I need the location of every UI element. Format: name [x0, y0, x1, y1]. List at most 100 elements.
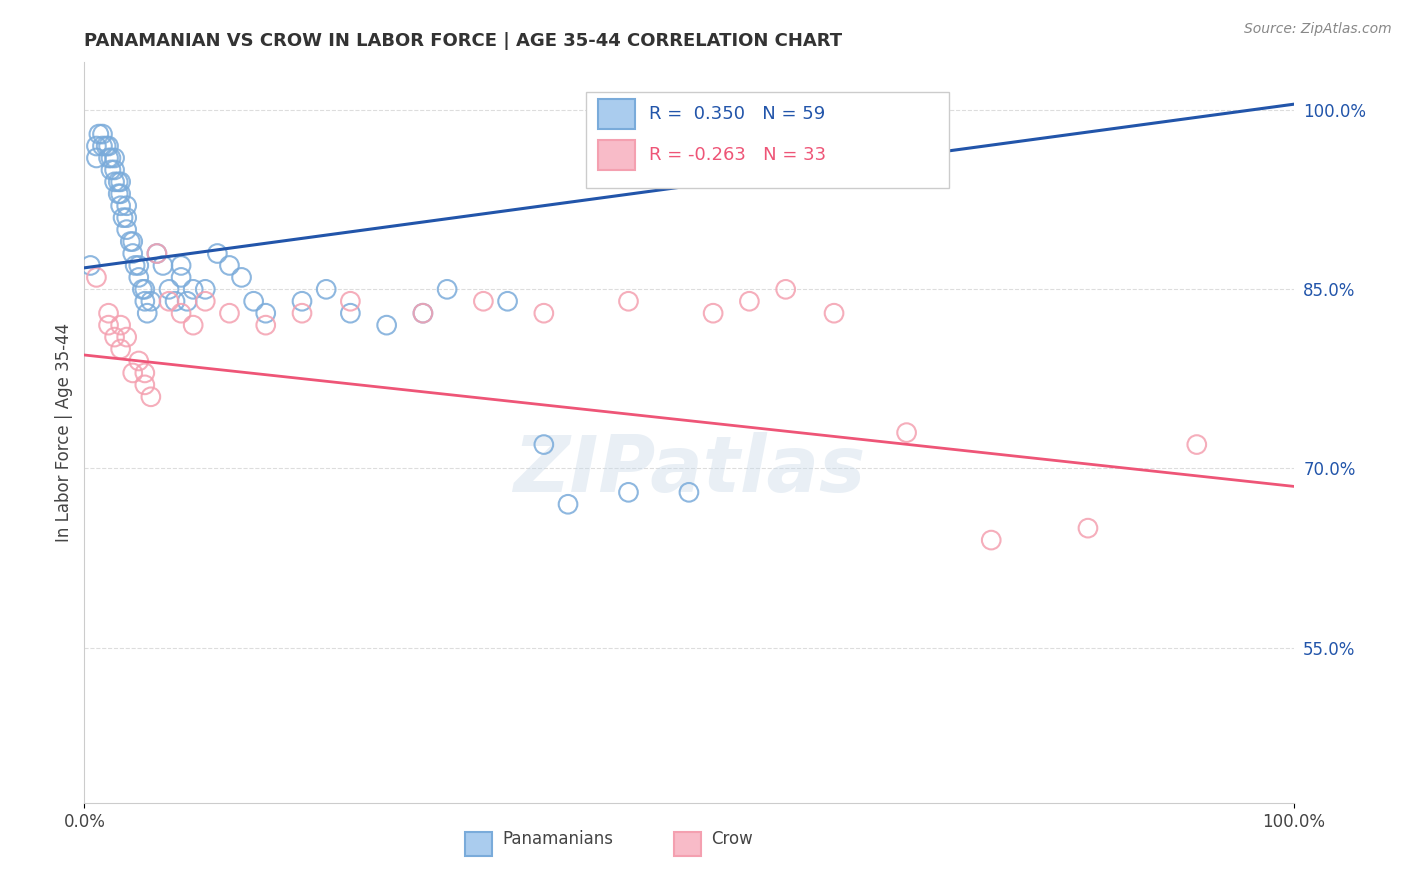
Point — [128, 354, 150, 368]
Text: Crow: Crow — [710, 830, 752, 848]
Point — [472, 294, 495, 309]
Text: R = -0.263   N = 33: R = -0.263 N = 33 — [650, 146, 827, 164]
Point — [617, 485, 640, 500]
Point — [231, 270, 253, 285]
Point — [121, 246, 143, 260]
FancyBboxPatch shape — [465, 832, 492, 856]
Point — [97, 151, 120, 165]
Point — [121, 366, 143, 380]
Point — [181, 318, 204, 333]
Point — [86, 151, 108, 165]
Point — [254, 306, 277, 320]
Y-axis label: In Labor Force | Age 35-44: In Labor Force | Age 35-44 — [55, 323, 73, 542]
Point — [87, 127, 110, 141]
Point — [146, 246, 169, 260]
Point — [124, 259, 146, 273]
Point — [170, 306, 193, 320]
Point — [134, 377, 156, 392]
Point — [91, 127, 114, 141]
Point — [107, 175, 129, 189]
Point — [291, 294, 314, 309]
FancyBboxPatch shape — [586, 92, 949, 188]
Point — [134, 366, 156, 380]
Point — [104, 175, 127, 189]
Point — [97, 306, 120, 320]
Point — [115, 211, 138, 225]
Text: Panamanians: Panamanians — [503, 830, 614, 848]
Point — [110, 199, 132, 213]
Text: ZIPatlas: ZIPatlas — [513, 432, 865, 508]
Point — [97, 139, 120, 153]
Point — [86, 270, 108, 285]
Point — [557, 497, 579, 511]
Point — [121, 235, 143, 249]
Point — [533, 437, 555, 451]
Point — [86, 139, 108, 153]
Point — [496, 294, 519, 309]
Point — [110, 186, 132, 201]
Point — [100, 151, 122, 165]
Point — [412, 306, 434, 320]
Point — [1077, 521, 1099, 535]
Point — [104, 330, 127, 344]
Point — [139, 294, 162, 309]
Point — [339, 294, 361, 309]
Point — [157, 282, 180, 296]
Point — [110, 342, 132, 356]
Point — [176, 294, 198, 309]
Point — [170, 259, 193, 273]
FancyBboxPatch shape — [675, 832, 702, 856]
Point — [218, 259, 240, 273]
Point — [1185, 437, 1208, 451]
Point — [254, 318, 277, 333]
Point — [823, 306, 845, 320]
Point — [115, 330, 138, 344]
Point — [533, 306, 555, 320]
Point — [165, 294, 187, 309]
Point — [79, 259, 101, 273]
Point — [139, 390, 162, 404]
FancyBboxPatch shape — [599, 140, 634, 169]
Point — [134, 282, 156, 296]
Point — [152, 259, 174, 273]
Point — [339, 306, 361, 320]
Point — [678, 485, 700, 500]
Point — [738, 294, 761, 309]
Point — [115, 199, 138, 213]
Text: R =  0.350   N = 59: R = 0.350 N = 59 — [650, 105, 825, 123]
Point — [980, 533, 1002, 547]
Point — [291, 306, 314, 320]
Point — [617, 294, 640, 309]
Point — [181, 282, 204, 296]
Point — [112, 211, 135, 225]
Point — [896, 425, 918, 440]
Point — [97, 318, 120, 333]
Point — [315, 282, 337, 296]
Point — [775, 282, 797, 296]
Point — [170, 270, 193, 285]
Text: PANAMANIAN VS CROW IN LABOR FORCE | AGE 35-44 CORRELATION CHART: PANAMANIAN VS CROW IN LABOR FORCE | AGE … — [84, 32, 842, 50]
Point — [107, 186, 129, 201]
Point — [375, 318, 398, 333]
FancyBboxPatch shape — [599, 99, 634, 129]
Point — [104, 151, 127, 165]
Point — [702, 306, 724, 320]
Point — [120, 235, 142, 249]
Point — [100, 162, 122, 177]
Point — [134, 294, 156, 309]
Point — [157, 294, 180, 309]
Point — [110, 175, 132, 189]
Point — [436, 282, 458, 296]
Point — [94, 139, 117, 153]
Text: Source: ZipAtlas.com: Source: ZipAtlas.com — [1244, 22, 1392, 37]
Point — [131, 282, 153, 296]
Point — [115, 222, 138, 236]
Point — [110, 318, 132, 333]
Point — [91, 139, 114, 153]
Point — [136, 306, 159, 320]
Point — [128, 259, 150, 273]
Point — [194, 282, 217, 296]
Point — [194, 294, 217, 309]
Point — [146, 246, 169, 260]
Point — [128, 270, 150, 285]
